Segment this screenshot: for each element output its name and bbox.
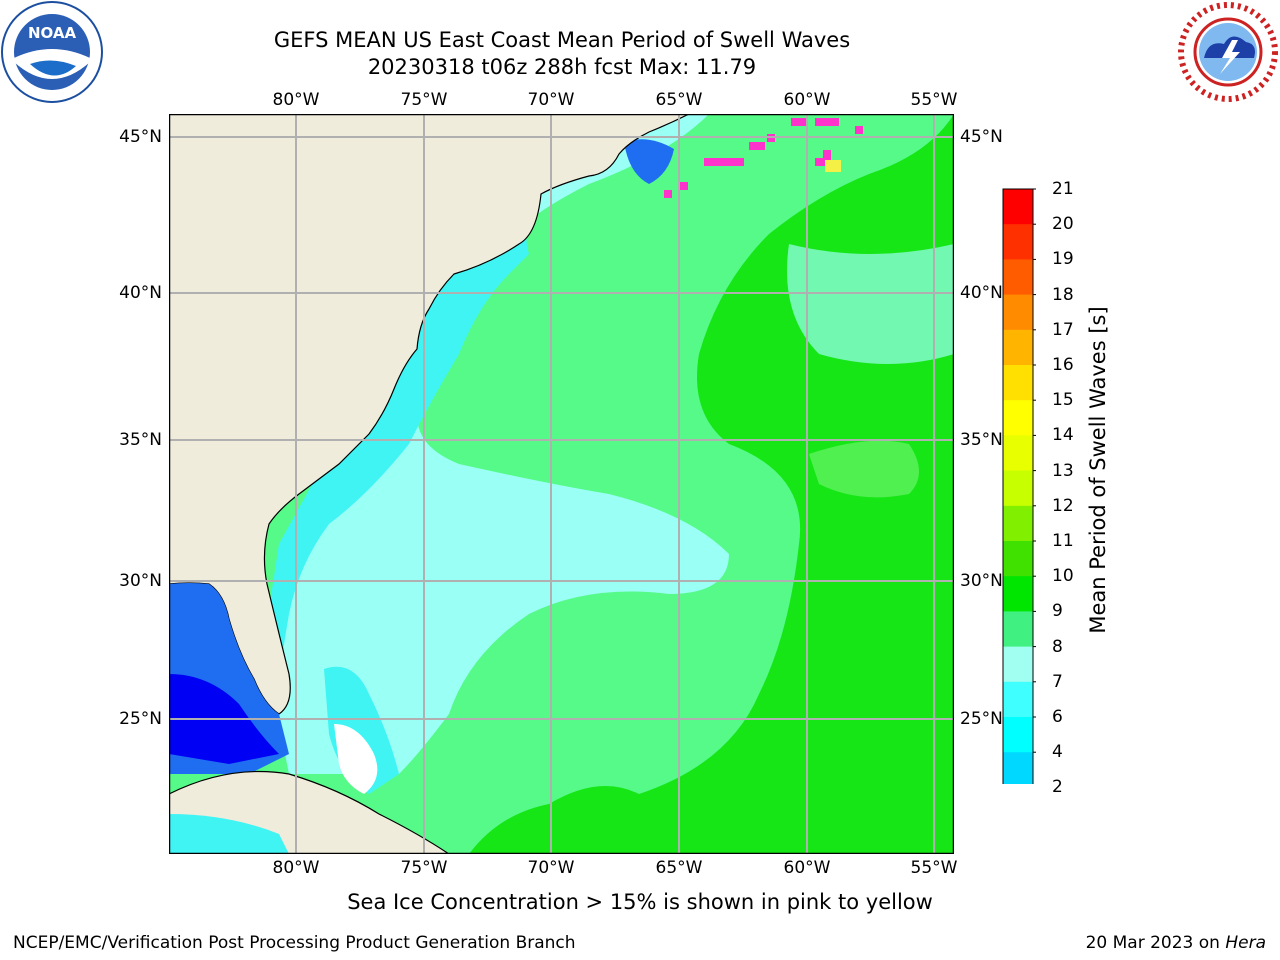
colorbar-tick-label: 21 bbox=[1052, 179, 1074, 199]
colorbar bbox=[1002, 188, 1036, 784]
colorbar-segment bbox=[1003, 470, 1033, 507]
nws-logo bbox=[1178, 2, 1278, 102]
colorbar-tick-label: 9 bbox=[1052, 601, 1063, 622]
colorbar-tick-label: 19 bbox=[1052, 249, 1074, 270]
colorbar-segment bbox=[1003, 435, 1033, 472]
lat-label-left: 35°N bbox=[119, 430, 162, 450]
colorbar-tick-label: 20 bbox=[1052, 214, 1074, 235]
us-land bbox=[169, 114, 690, 715]
colorbar-segment bbox=[1003, 541, 1033, 577]
colorbar-tick-label: 4 bbox=[1052, 742, 1063, 763]
lat-label-right: 30°N bbox=[960, 571, 1003, 591]
lon-label-top: 55°W bbox=[910, 90, 958, 110]
colorbar-label: Mean Period of Swell Waves [s] bbox=[1086, 306, 1110, 634]
chart-subtitle: 20230318 t06z 288h fcst Max: 11.79 bbox=[367, 55, 757, 79]
colorbar-segment bbox=[1003, 611, 1033, 648]
footer-date: 20 Mar 2023 on bbox=[1085, 933, 1226, 953]
lon-label-top: 60°W bbox=[783, 90, 831, 110]
colorbar-segment bbox=[1003, 294, 1033, 331]
lon-label-bottom: 55°W bbox=[910, 858, 958, 878]
lon-label-top: 80°W bbox=[272, 90, 320, 110]
lat-label-left: 30°N bbox=[119, 571, 162, 591]
lon-label-bottom: 70°W bbox=[527, 858, 575, 878]
colorbar-segment bbox=[1003, 365, 1033, 401]
lat-label-right: 25°N bbox=[960, 709, 1003, 729]
lon-label-bottom: 65°W bbox=[655, 858, 703, 878]
colorbar-tick-label: 17 bbox=[1052, 319, 1074, 340]
lat-label-left: 40°N bbox=[119, 283, 162, 303]
lat-label-left: 45°N bbox=[119, 127, 162, 147]
colorbar-tick-label: 14 bbox=[1052, 425, 1074, 446]
colorbar-tick-label: 12 bbox=[1052, 495, 1074, 516]
colorbar-segment bbox=[1003, 505, 1033, 542]
colorbar-tick-label: 6 bbox=[1052, 707, 1063, 727]
swell-period-map bbox=[169, 114, 954, 854]
colorbar-segment bbox=[1003, 752, 1033, 784]
colorbar-segment bbox=[1003, 189, 1033, 225]
lon-label-top: 75°W bbox=[400, 90, 448, 110]
colorbar-tick-label: 10 bbox=[1052, 566, 1074, 587]
colorbar-tick-label: 18 bbox=[1052, 284, 1074, 305]
ocean-swell-11-12 bbox=[809, 440, 919, 498]
lon-label-bottom: 75°W bbox=[400, 858, 448, 878]
colorbar-segment bbox=[1003, 576, 1033, 612]
lat-label-right: 40°N bbox=[960, 283, 1003, 303]
colorbar-segment bbox=[1003, 224, 1033, 260]
colorbar-segment bbox=[1003, 259, 1033, 296]
sea-ice-pixels bbox=[664, 118, 863, 198]
graticule bbox=[169, 114, 954, 854]
lat-label-right: 45°N bbox=[960, 127, 1003, 147]
colorbar-tick-label: 11 bbox=[1052, 531, 1074, 551]
chart-title: GEFS MEAN US East Coast Mean Period of S… bbox=[273, 28, 851, 52]
noaa-logo: NOAA bbox=[1, 1, 103, 103]
colorbar-segment bbox=[1003, 329, 1033, 366]
ocean-swell-8-9 bbox=[269, 114, 729, 774]
sea-ice-note: Sea Ice Concentration > 15% is shown in … bbox=[347, 890, 933, 914]
footer-machine: Hera bbox=[1225, 933, 1266, 953]
lon-label-bottom: 80°W bbox=[272, 858, 320, 878]
lat-label-right: 35°N bbox=[960, 430, 1003, 450]
colorbar-segment bbox=[1003, 681, 1033, 718]
lat-label-left: 25°N bbox=[119, 709, 162, 729]
lon-label-bottom: 60°W bbox=[783, 858, 831, 878]
footer-right: 20 Mar 2023 on Hera bbox=[1086, 933, 1266, 953]
colorbar-tick-label: 8 bbox=[1052, 636, 1063, 657]
colorbar-segment bbox=[1003, 400, 1033, 436]
colorbar-tick-label: 13 bbox=[1052, 460, 1074, 481]
colorbar-segment bbox=[1003, 717, 1033, 753]
colorbar-tick-label: 7 bbox=[1052, 671, 1063, 692]
lon-label-top: 70°W bbox=[527, 90, 575, 110]
colorbar-tick-label: 16 bbox=[1052, 355, 1074, 375]
colorbar-segment bbox=[1003, 646, 1033, 683]
lon-label-top: 65°W bbox=[655, 90, 703, 110]
colorbar-tick-label: 2 bbox=[1052, 777, 1063, 798]
footer-left: NCEP/EMC/Verification Post Processing Pr… bbox=[13, 933, 576, 953]
noaa-logo-text: NOAA bbox=[28, 24, 77, 42]
gulf-of-maine-swell-lt-4 bbox=[624, 139, 674, 184]
colorbar-tick-label: 15 bbox=[1052, 390, 1074, 411]
